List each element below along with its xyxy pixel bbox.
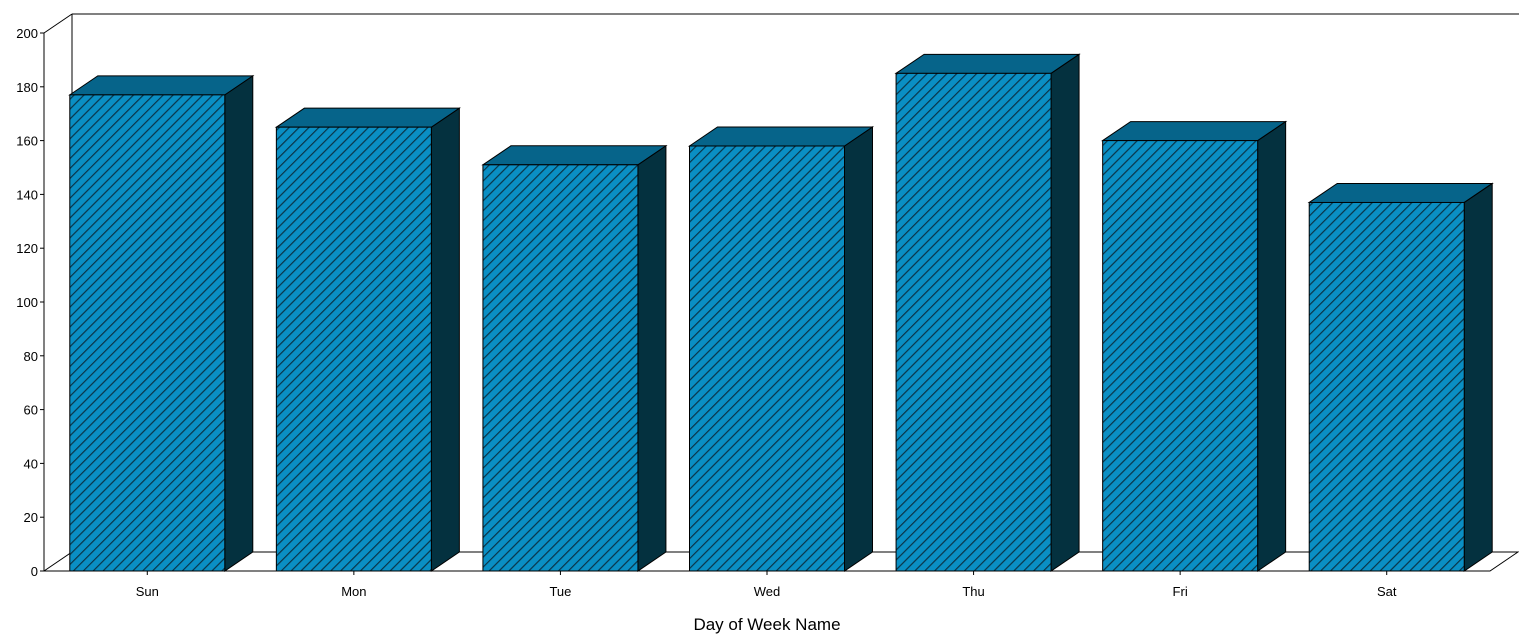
bar-side [224, 74, 254, 572]
y-tick-label: 40 [24, 456, 38, 471]
y-tick-label: 20 [24, 510, 38, 525]
bar-top [687, 126, 875, 147]
bar-top [1101, 121, 1288, 142]
bar-front [689, 145, 845, 572]
y-tick-label: 140 [16, 187, 38, 202]
x-tick-label: Fri [1173, 584, 1188, 599]
x-tick-label: Sun [136, 584, 159, 599]
bar-side [1257, 120, 1287, 572]
x-axis: Sun Mon Tue Wed Thu Fri Sat [136, 571, 1397, 599]
bar-front [482, 164, 639, 572]
y-tick-label: 0 [31, 564, 38, 579]
bar-side [844, 126, 873, 572]
bar-side [637, 144, 667, 572]
bar-sat [1307, 182, 1494, 572]
bar-fri [1101, 120, 1288, 572]
bar-top [274, 107, 461, 128]
bar-front [895, 72, 1052, 572]
x-tick-label: Sat [1377, 584, 1397, 599]
bars [68, 53, 1494, 572]
x-tick-label: Mon [341, 584, 366, 599]
x-tick-label: Tue [549, 584, 571, 599]
bar-front [1308, 201, 1465, 572]
bar-side [1050, 53, 1080, 572]
bar-top [1307, 182, 1494, 203]
bar-side [1463, 182, 1493, 572]
y-tick-label: 200 [16, 26, 38, 41]
y-tick-label: 120 [16, 241, 38, 256]
bar-front [69, 94, 226, 572]
y-tick-label: 180 [16, 80, 38, 95]
x-tick-label: Thu [962, 584, 984, 599]
y-axis: 0 20 40 60 80 100 120 140 160 180 200 [16, 26, 44, 579]
y-tick-label: 80 [24, 349, 38, 364]
y-tick-label: 160 [16, 134, 38, 149]
bar-top [894, 53, 1081, 74]
x-tick-label: Wed [754, 584, 781, 599]
bar-front [1102, 140, 1259, 572]
y-tick-label: 100 [16, 295, 38, 310]
bar-thu [894, 53, 1081, 572]
y-tick-label: 60 [24, 403, 38, 418]
bar-mon [274, 107, 461, 572]
bar-top [68, 75, 255, 96]
bar-front [275, 126, 432, 572]
bar-top [481, 145, 668, 166]
bar-side [430, 107, 460, 572]
y-axis-top-slant [43, 13, 73, 34]
bar-wed [687, 126, 875, 572]
bar-sun [68, 74, 255, 572]
bar-tue [481, 144, 668, 572]
x-axis-title: Day of Week Name [693, 615, 840, 634]
